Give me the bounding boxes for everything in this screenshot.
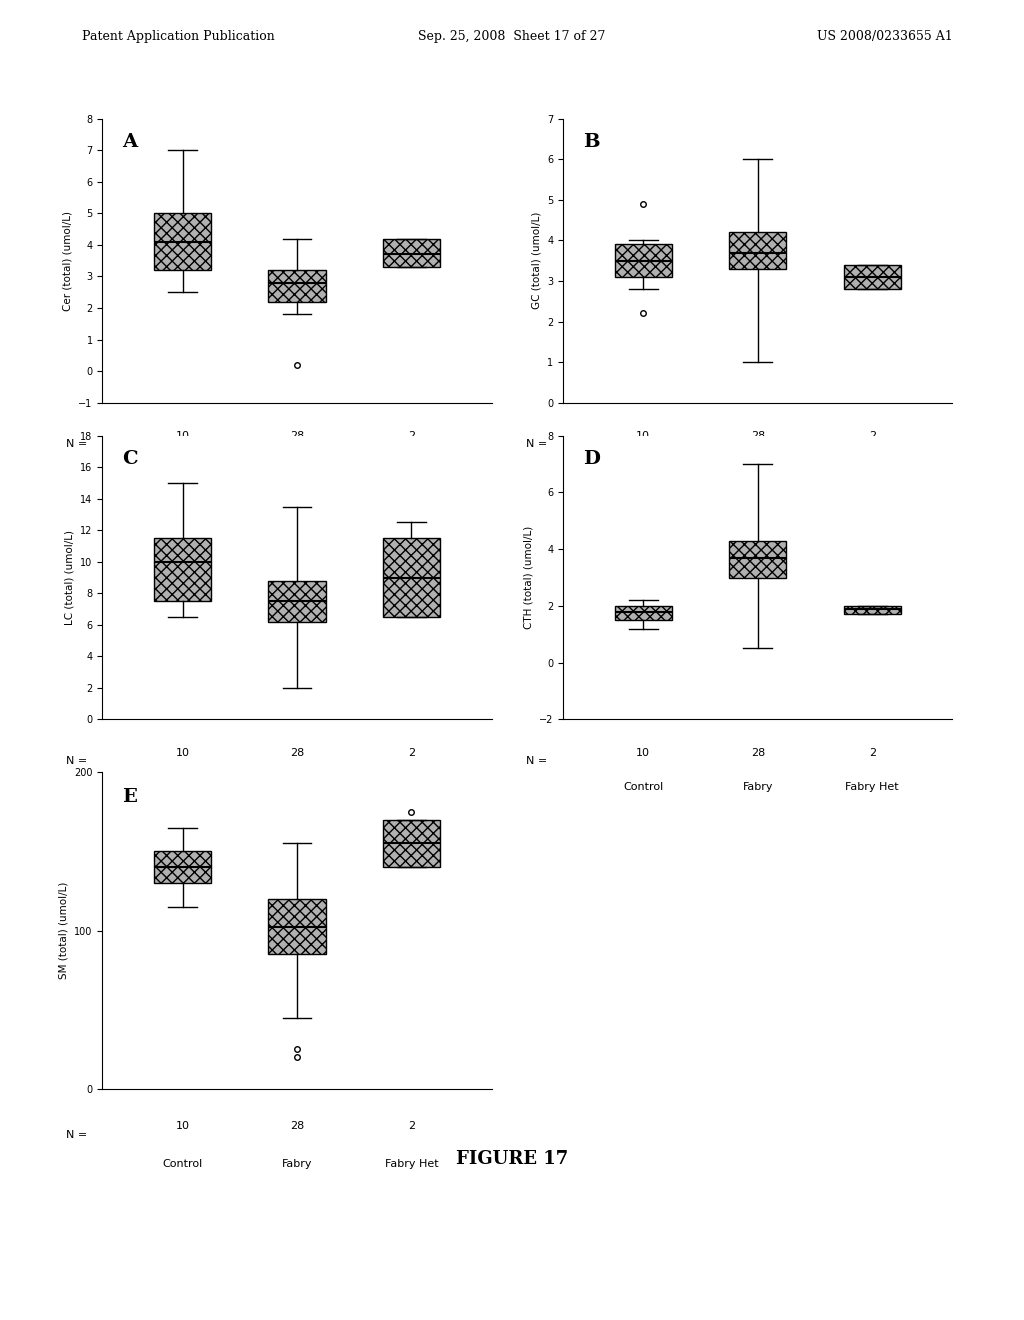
Y-axis label: Cer (total) (umol/L): Cer (total) (umol/L)	[62, 211, 73, 310]
Text: 2: 2	[408, 430, 415, 441]
PathPatch shape	[729, 232, 786, 269]
Text: 2: 2	[408, 1121, 415, 1131]
Text: Control: Control	[624, 465, 664, 475]
Text: A: A	[122, 133, 137, 150]
Text: 28: 28	[290, 430, 304, 441]
PathPatch shape	[268, 581, 326, 622]
Text: 2: 2	[868, 430, 876, 441]
Text: 2: 2	[868, 747, 876, 758]
Text: Fabry Het: Fabry Het	[385, 781, 438, 792]
Text: B: B	[583, 133, 599, 150]
Text: N =: N =	[66, 440, 87, 450]
Text: Fabry: Fabry	[282, 1159, 312, 1168]
Text: E: E	[122, 788, 137, 807]
Text: Control: Control	[163, 781, 203, 792]
PathPatch shape	[268, 271, 326, 302]
Text: 10: 10	[636, 430, 650, 441]
Text: Fabry Het: Fabry Het	[846, 465, 899, 475]
Text: Sep. 25, 2008  Sheet 17 of 27: Sep. 25, 2008 Sheet 17 of 27	[419, 30, 605, 44]
Text: 10: 10	[636, 747, 650, 758]
Text: FIGURE 17: FIGURE 17	[456, 1150, 568, 1168]
PathPatch shape	[383, 539, 440, 616]
Text: Fabry Het: Fabry Het	[846, 781, 899, 792]
Text: D: D	[583, 450, 600, 467]
Text: N =: N =	[66, 756, 87, 767]
Y-axis label: LC (total) (umol/L): LC (total) (umol/L)	[65, 531, 75, 624]
Text: 2: 2	[408, 747, 415, 758]
Text: Fabry: Fabry	[742, 465, 773, 475]
Text: Fabry Het: Fabry Het	[385, 465, 438, 475]
Text: Control: Control	[624, 781, 664, 792]
Text: Patent Application Publication: Patent Application Publication	[82, 30, 274, 44]
Text: 28: 28	[290, 747, 304, 758]
PathPatch shape	[614, 244, 672, 277]
Text: Control: Control	[163, 465, 203, 475]
PathPatch shape	[844, 265, 901, 289]
PathPatch shape	[383, 239, 440, 267]
Text: N =: N =	[526, 440, 548, 450]
PathPatch shape	[844, 606, 901, 614]
Y-axis label: GC (total) (umol/L): GC (total) (umol/L)	[531, 213, 542, 309]
Text: N =: N =	[526, 756, 548, 767]
Text: Fabry: Fabry	[742, 781, 773, 792]
Y-axis label: CTH (total) (umol/L): CTH (total) (umol/L)	[523, 525, 534, 630]
Text: C: C	[122, 450, 137, 467]
PathPatch shape	[729, 541, 786, 578]
Text: 10: 10	[175, 1121, 189, 1131]
Text: 28: 28	[751, 430, 765, 441]
Text: 28: 28	[290, 1121, 304, 1131]
PathPatch shape	[154, 851, 211, 883]
Text: US 2008/0233655 A1: US 2008/0233655 A1	[816, 30, 952, 44]
Text: Fabry Het: Fabry Het	[385, 1159, 438, 1168]
Text: Fabry: Fabry	[282, 781, 312, 792]
Text: 10: 10	[175, 430, 189, 441]
PathPatch shape	[154, 539, 211, 601]
PathPatch shape	[268, 899, 326, 954]
Text: 10: 10	[175, 747, 189, 758]
Text: N =: N =	[66, 1130, 87, 1140]
Text: Control: Control	[163, 1159, 203, 1168]
Text: 28: 28	[751, 747, 765, 758]
Text: Fabry: Fabry	[282, 465, 312, 475]
PathPatch shape	[383, 820, 440, 867]
PathPatch shape	[154, 214, 211, 271]
PathPatch shape	[614, 606, 672, 620]
Y-axis label: SM (total) (umol/L): SM (total) (umol/L)	[58, 882, 69, 979]
